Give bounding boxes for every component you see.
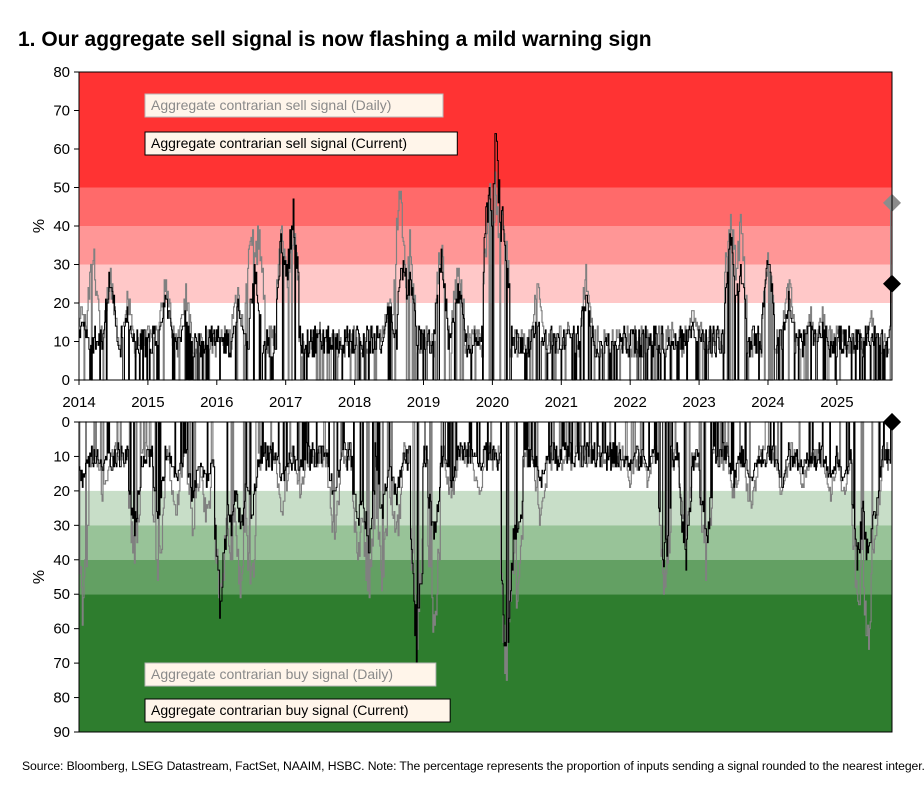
- y-tick-label: 80: [53, 690, 70, 707]
- y-tick-label: 50: [53, 586, 70, 603]
- y-axis-label: %: [31, 219, 48, 233]
- y-axis-label: %: [31, 570, 48, 584]
- sell-panel: 0 10 20 30 40 50 60 70 80% 2014 2015 2016 2017 2018 20…: [31, 64, 901, 411]
- source-note: Source: Bloomberg, LSEG Datastream, Fact…: [22, 759, 924, 773]
- x-tick-label: 2015: [131, 394, 164, 411]
- signal-zone-0: [79, 264, 892, 303]
- y-tick-label: 80: [53, 64, 70, 81]
- y-tick-label: 70: [53, 655, 70, 672]
- y-tick-label: 10: [53, 334, 70, 351]
- signal-zone-3: [79, 72, 892, 188]
- y-tick-label: 30: [53, 517, 70, 534]
- x-tick-label: 2016: [200, 394, 233, 411]
- series-line-daily: [79, 421, 892, 681]
- x-tick-label: 2023: [682, 394, 715, 411]
- chart-title: 1. Our aggregate sell signal is now flas…: [18, 28, 652, 51]
- y-tick-label: 10: [53, 448, 70, 465]
- signal-zone-2: [79, 559, 892, 595]
- signal-zone-0: [79, 490, 892, 526]
- x-tick-label: 2020: [476, 394, 509, 411]
- buy-panel: 0 10 20 30 40 50 60 70 80 90% Aggregate contrarian…: [31, 413, 901, 741]
- x-tick-label: 2022: [613, 394, 646, 411]
- legend-box: [144, 131, 458, 156]
- x-tick-label: 2021: [545, 394, 578, 411]
- x-tick-label: 2017: [269, 394, 302, 411]
- y-tick-label: 50: [53, 180, 70, 197]
- legend-box: [144, 698, 451, 723]
- y-tick-label: 70: [53, 103, 70, 120]
- legend-label-current: Aggregate contrarian sell signal (Curren…: [151, 135, 407, 151]
- y-tick-label: 0: [62, 372, 70, 389]
- y-tick-label: 0: [62, 414, 70, 431]
- y-tick-label: 40: [53, 552, 70, 569]
- legend-box: [144, 93, 444, 118]
- x-tick-label: 2018: [338, 394, 371, 411]
- legend-box: [144, 662, 437, 687]
- plot-frame: [78, 421, 893, 733]
- x-tick-label: 2019: [407, 394, 440, 411]
- y-tick-label: 60: [53, 621, 70, 638]
- y-tick-label: 30: [53, 257, 70, 274]
- legend-label-daily: Aggregate contrarian buy signal (Daily): [151, 666, 393, 682]
- y-tick-label: 60: [53, 141, 70, 158]
- signal-zone-1: [79, 525, 892, 560]
- x-tick-label: 2024: [751, 394, 784, 411]
- x-tick-label: 2025: [820, 394, 853, 411]
- legend-label-current: Aggregate contrarian buy signal (Current…: [151, 702, 409, 718]
- y-tick-label: 40: [53, 218, 70, 235]
- x-tick-label: 2014: [62, 394, 95, 411]
- y-tick-label: 20: [53, 483, 70, 500]
- y-tick-label: 20: [53, 295, 70, 312]
- legend-label-daily: Aggregate contrarian sell signal (Daily): [151, 97, 391, 113]
- y-tick-label: 90: [53, 724, 70, 741]
